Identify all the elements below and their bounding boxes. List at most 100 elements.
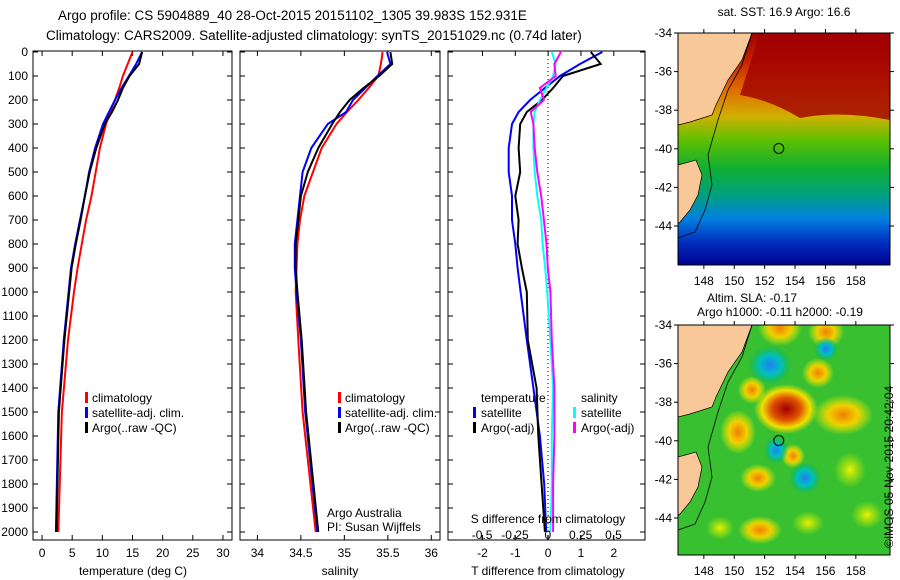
salinity-argo-raw-qc--line xyxy=(294,51,394,533)
s-difference-xlabel: S difference from climatology xyxy=(471,512,626,526)
lon-tick-label: 152 xyxy=(755,564,775,578)
lon-tick-label: 148 xyxy=(694,564,714,578)
difference-legend: temperature salinity satellite Argo(-adj… xyxy=(473,391,634,435)
depth-tick-label: 400 xyxy=(8,141,28,155)
x-tick-label: 34.5 xyxy=(289,546,313,560)
isobath xyxy=(678,325,753,531)
x-tick-label: 2 xyxy=(610,546,617,560)
lat-tick-label: -42 xyxy=(655,180,673,194)
depth-tick-label: 1800 xyxy=(1,477,28,491)
depth-tick-label: 800 xyxy=(8,237,28,251)
depth-tick-label: 600 xyxy=(8,189,28,203)
legend-label: Argo(-adj) xyxy=(481,421,534,435)
sla-map xyxy=(678,325,890,555)
x-tick-label: 36 xyxy=(425,546,439,560)
legend-label: Argo(-adj) xyxy=(581,421,634,435)
x-tick-label: 35.5 xyxy=(376,546,400,560)
lon-tick-label: 158 xyxy=(846,274,866,288)
float-position-marker xyxy=(773,434,785,446)
legend-label: Argo(..raw -QC) xyxy=(345,421,430,435)
x-tick-label: 0.5 xyxy=(605,528,622,542)
salinity-climatology-line xyxy=(294,51,384,533)
depth-tick-label: 1400 xyxy=(1,381,28,395)
legend-label: climatology xyxy=(345,391,405,405)
legend-marker-climatology xyxy=(85,392,88,403)
lon-tick-label: 148 xyxy=(694,274,714,288)
legend-header-temperature: temperature xyxy=(481,391,546,405)
lat-tick-label: -34 xyxy=(655,318,673,332)
legend-label: satellite-adj. clim. xyxy=(345,406,437,420)
legend-label: satellite xyxy=(481,406,522,420)
x-tick-label: 30 xyxy=(216,546,230,560)
temperature-legend: climatology satellite-adj. clim. Argo(..… xyxy=(85,391,184,435)
legend-marker-climatology xyxy=(338,392,341,403)
x-tick-label: 20 xyxy=(156,546,170,560)
legend-label: satellite-adj. clim. xyxy=(92,406,184,420)
salinity-xlabel: salinity xyxy=(322,564,359,578)
x-tick-label: 15 xyxy=(126,546,140,560)
sla-map-frame xyxy=(677,324,891,556)
x-axis-labels: 0 5 10 15 20 25 30 34 34.5 35 35.5 36 -2 -1 0 1 2 -0.5 -0.… xyxy=(39,528,622,560)
depth-tick-label: 300 xyxy=(8,117,28,131)
sla-map-title: Altim. SLA: -0.17 xyxy=(707,291,797,305)
depth-tick-label: 500 xyxy=(8,165,28,179)
lat-tick-label: -42 xyxy=(655,472,673,486)
figure-title-line1: Argo profile: CS 5904889_40 28-Oct-2015 … xyxy=(58,8,527,23)
depth-tick-label: 900 xyxy=(8,261,28,275)
legend-marker-s-argo xyxy=(573,422,576,433)
legend-marker-t-satellite xyxy=(473,407,476,418)
x-tick-label: 0.25 xyxy=(569,528,593,542)
x-tick-label: 1 xyxy=(578,546,585,560)
x-tick-label: -0.5 xyxy=(472,528,493,542)
t-difference-xlabel: T difference from climatology xyxy=(471,564,625,578)
float-position-marker xyxy=(773,142,785,154)
depth-tick-label: 700 xyxy=(8,213,28,227)
figure-title-line2: Climatology: CARS2009. Satellite-adjuste… xyxy=(46,28,582,43)
lon-tick-label: 156 xyxy=(815,564,835,578)
lon-tick-label: 150 xyxy=(724,274,744,288)
legend-label: climatology xyxy=(92,391,152,405)
legend-marker-t-argo xyxy=(473,422,476,433)
map-axis-labels: -34 -36 -38 -40 -42 -44 148 150 152 154 156 158 -34 -… xyxy=(655,26,894,578)
sst-map-title: sat. SST: 16.9 Argo: 16.6 xyxy=(718,5,851,19)
salinity-argo-adj--diff-line xyxy=(529,51,562,532)
lat-tick-label: -40 xyxy=(655,434,673,448)
lon-tick-label: 154 xyxy=(785,564,805,578)
lon-tick-label: 152 xyxy=(755,274,775,288)
lon-tick-label: 154 xyxy=(785,274,805,288)
legend-marker-argo xyxy=(85,422,88,433)
x-tick-label: 34 xyxy=(251,546,265,560)
temperature-argo-adj--diff-line xyxy=(514,51,603,533)
depth-tick-label: 1200 xyxy=(1,333,28,347)
legend-label: Argo(..raw -QC) xyxy=(92,421,177,435)
legend-marker-satellite xyxy=(85,407,88,418)
x-tick-label: -1 xyxy=(510,546,521,560)
x-tick-label: -2 xyxy=(477,546,488,560)
isobath xyxy=(678,33,753,239)
lon-tick-label: 156 xyxy=(815,274,835,288)
sst-map xyxy=(678,33,890,265)
annotation-pi: PI: Susan Wijffels xyxy=(327,520,421,534)
salinity-panel-frame xyxy=(239,50,441,541)
x-tick-label: 10 xyxy=(96,546,110,560)
legend-label: satellite xyxy=(581,406,622,420)
annotation-argo-australia: Argo Australia xyxy=(327,506,402,520)
temperature-panel-frame xyxy=(32,50,233,541)
depth-tick-label: 2000 xyxy=(1,525,28,539)
lon-tick-label: 150 xyxy=(724,564,744,578)
legend-marker-s-satellite xyxy=(573,407,576,418)
x-tick-label: -0.25 xyxy=(501,528,529,542)
depth-tick-label: 1600 xyxy=(1,429,28,443)
lat-tick-label: -36 xyxy=(655,357,673,371)
lat-tick-label: -44 xyxy=(655,511,673,525)
lat-tick-label: -44 xyxy=(655,219,673,233)
imos-credit: ©IMOS 05-Nov-2015 20:42:04 xyxy=(882,385,896,548)
depth-tick-label: 1500 xyxy=(1,405,28,419)
depth-tick-label: 0 xyxy=(21,45,28,59)
land-australia xyxy=(678,33,753,126)
depth-tick-label: 1700 xyxy=(1,453,28,467)
x-tick-label: 0 xyxy=(544,528,551,542)
land-australia xyxy=(678,325,753,418)
x-tick-label: 0 xyxy=(39,546,46,560)
